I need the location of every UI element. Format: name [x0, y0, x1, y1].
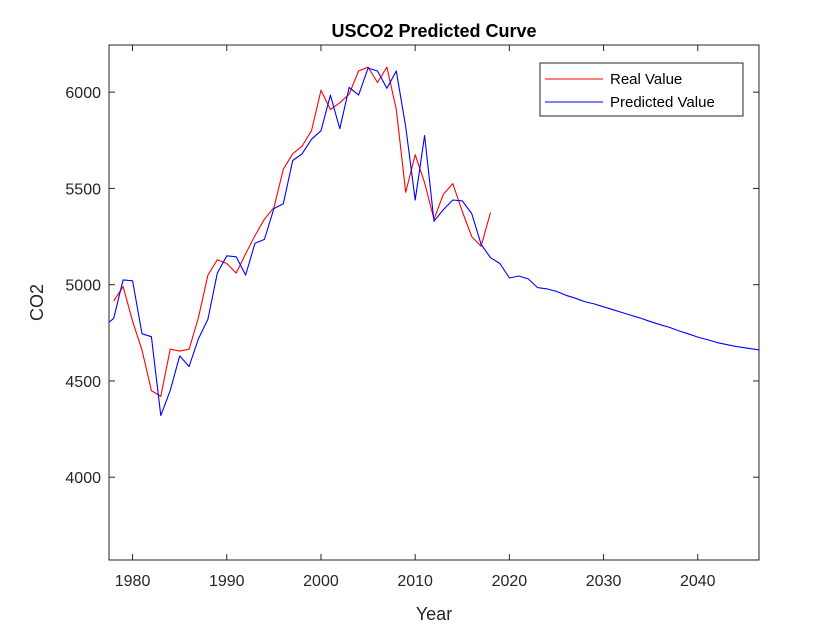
legend-entry: Predicted Value	[610, 94, 715, 111]
y-tick-label: 4500	[65, 374, 101, 391]
y-tick-label: 4000	[65, 470, 101, 487]
x-tick-label: 2030	[586, 573, 622, 590]
x-tick-label: 1980	[115, 573, 151, 590]
y-tick-label: 5500	[65, 181, 101, 198]
y-axis-label: CO2	[27, 284, 47, 321]
chart-title: USCO2 Predicted Curve	[331, 21, 536, 41]
x-axis: 1980 1990 2000 2010 2020 2030 2040	[115, 45, 716, 590]
x-tick-label: 2040	[680, 573, 716, 590]
legend-entry: Real Value	[610, 71, 682, 88]
x-tick-label: 2010	[397, 573, 433, 590]
y-axis: 4000 4500 5000 5500 6000	[65, 85, 759, 487]
x-tick-label: 2020	[492, 573, 528, 590]
series-layer	[109, 66, 759, 417]
y-tick-label: 5000	[65, 278, 101, 295]
x-axis-label: Year	[416, 604, 452, 624]
axes-box	[108, 44, 760, 561]
y-tick-label: 6000	[65, 85, 101, 102]
x-tick-label: 1990	[209, 573, 245, 590]
legend: Real Value Predicted Value	[539, 62, 744, 117]
series-line-real-value	[113, 66, 492, 397]
x-tick-label: 2000	[303, 573, 339, 590]
plot-area	[108, 44, 760, 561]
legend-box	[539, 62, 744, 117]
series-line-predicted-value	[109, 67, 759, 417]
